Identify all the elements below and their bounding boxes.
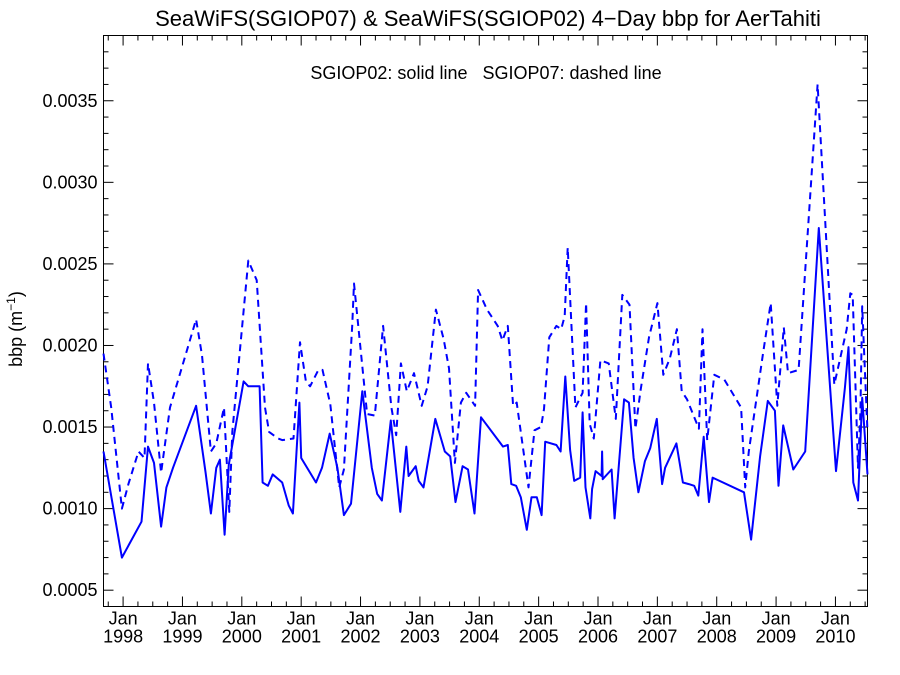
x-tick-month-label: Jan [346,609,375,629]
y-tick-label: 0.0010 [42,499,97,519]
x-tick-month-label: Jan [583,609,612,629]
x-tick-year-label: 2000 [222,627,262,647]
series-line-sgiop07 [102,83,869,513]
y-axis-label: bbp (m−1) [4,291,26,367]
x-tick-month-label: Jan [168,609,197,629]
x-tick-month-label: Jan [465,609,494,629]
x-tick-year-label: 2009 [756,627,796,647]
x-tick-year-label: 1998 [103,627,143,647]
x-tick-month-label: Jan [405,609,434,629]
y-tick-label: 0.0005 [42,580,97,600]
series-layer [102,83,869,559]
plot-area-frame [103,35,868,607]
x-tick-month-label: Jan [762,609,791,629]
axis-ticks: 0.0005 0.0010 0.0015 0.0020 0.0025 0.0030 0.00… [42,35,868,647]
x-tick-year-label: 2004 [459,627,499,647]
x-tick-month-label: Jan [227,609,256,629]
y-tick-label: 0.0035 [42,91,97,111]
chart-title: SeaWiFS(SGIOP07) & SeaWiFS(SGIOP02) 4−Da… [155,6,821,31]
y-tick-label: 0.0015 [42,417,97,437]
x-tick-year-label: 2007 [637,627,677,647]
x-tick-month-label: Jan [287,609,316,629]
x-tick-month-label: Jan [702,609,731,629]
x-tick-month-label: Jan [643,609,672,629]
legend-annotation: SGIOP02: solid line SGIOP07: dashed line [310,63,661,83]
x-tick-year-label: 2006 [578,627,618,647]
x-tick-year-label: 2002 [341,627,381,647]
x-tick-year-label: 2005 [519,627,559,647]
y-tick-label: 0.0030 [42,172,97,192]
series-line-sgiop02 [102,227,869,559]
x-tick-year-label: 2001 [281,627,321,647]
x-tick-year-label: 2010 [815,627,855,647]
x-tick-month-label: Jan [821,609,850,629]
x-tick-year-label: 1999 [162,627,202,647]
y-tick-label: 0.0025 [42,254,97,274]
x-tick-month-label: Jan [109,609,138,629]
x-tick-month-label: Jan [524,609,553,629]
y-tick-label: 0.0020 [42,335,97,355]
x-tick-year-label: 2003 [400,627,440,647]
x-tick-year-label: 2008 [697,627,737,647]
